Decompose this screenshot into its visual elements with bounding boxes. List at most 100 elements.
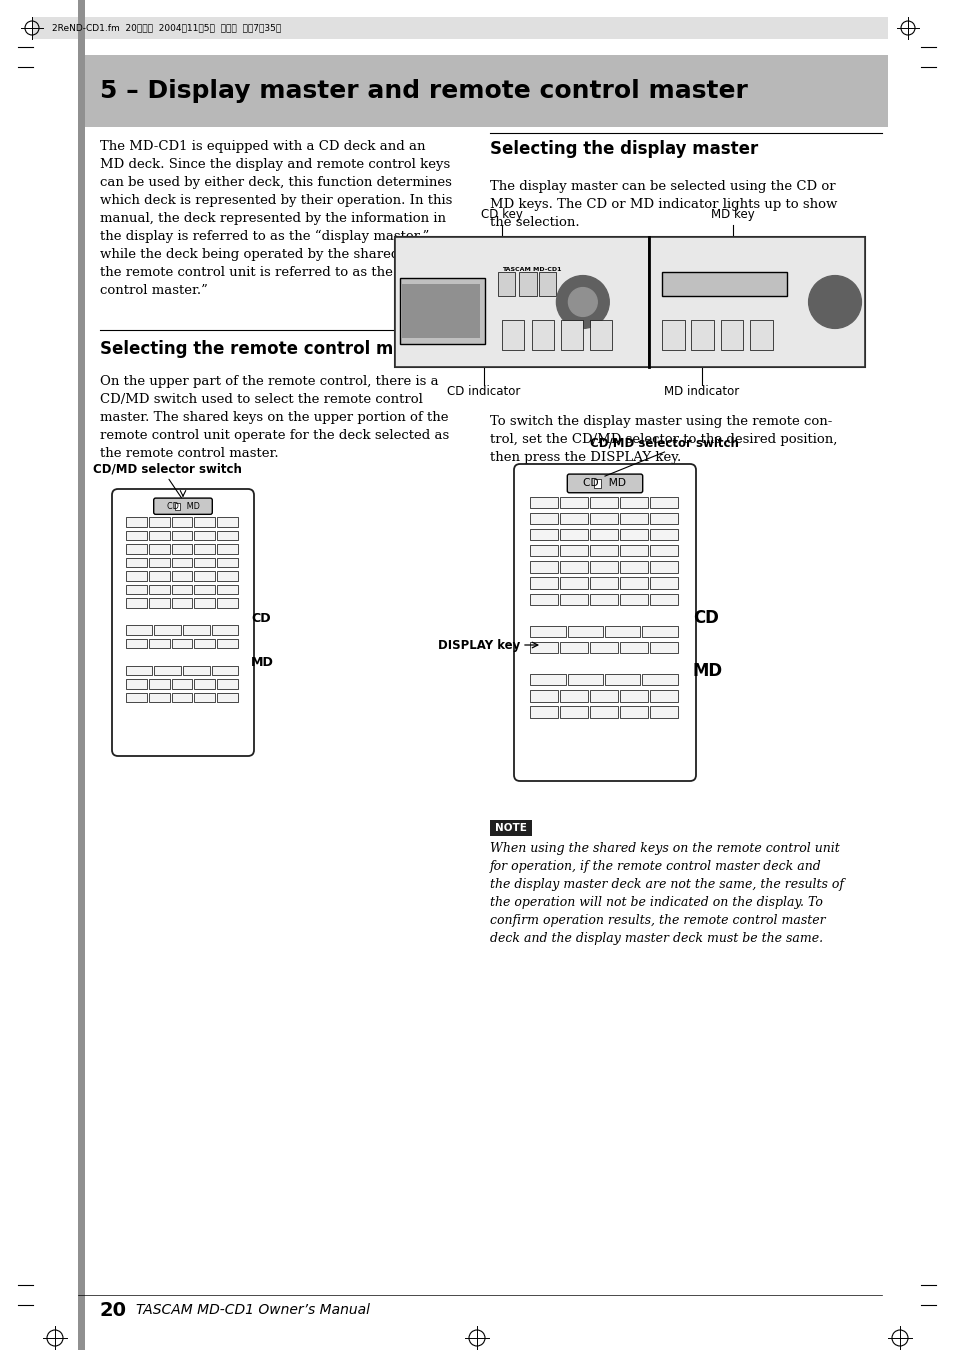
Bar [217,544,238,554]
Bar [589,529,618,540]
Bar [149,571,170,580]
Bar [538,271,556,296]
Bar [519,271,536,296]
Bar [559,497,587,508]
Bar [530,706,558,718]
Text: CD/MD selector switch: CD/MD selector switch [590,437,739,450]
Bar [604,674,639,686]
Bar [194,585,215,594]
Bar [401,284,479,338]
Text: NOTE: NOTE [495,824,526,833]
Bar [530,578,558,589]
Bar [194,639,215,648]
Text: Selecting the display master: Selecting the display master [490,140,758,158]
Text: CD   MD: CD MD [583,478,626,489]
Text: CD indicator: CD indicator [447,385,520,398]
Text: CD key: CD key [480,208,522,221]
Bar [567,674,602,686]
Text: Selecting the remote control master: Selecting the remote control master [100,340,441,358]
Text: MD indicator: MD indicator [663,385,739,398]
Bar [126,558,147,567]
Bar [594,479,600,487]
Bar [194,679,215,688]
Bar [589,706,618,718]
Bar [78,0,85,1350]
Text: TASCAM MD-CD1 Owner’s Manual: TASCAM MD-CD1 Owner’s Manual [136,1303,370,1318]
Bar [619,690,647,702]
Bar [154,666,181,675]
Bar [559,513,587,524]
Bar [530,690,558,702]
Bar [172,517,193,526]
Bar [149,693,170,702]
Bar [661,271,786,296]
Bar [649,578,677,589]
Bar [149,598,170,608]
Bar [217,531,238,540]
Bar [530,594,558,605]
Bar [559,562,587,572]
Text: MD: MD [692,662,722,680]
Bar [174,502,180,510]
Text: 5 – Display master and remote control master: 5 – Display master and remote control ma… [100,80,747,103]
Text: TASCAM MD-CD1: TASCAM MD-CD1 [502,267,561,271]
Bar [590,320,612,350]
Bar [126,666,152,675]
Bar [619,706,647,718]
Bar [126,598,147,608]
Bar [212,625,238,634]
Bar [559,641,587,653]
Bar [126,517,147,526]
Circle shape [568,288,597,316]
Bar [212,666,238,675]
Bar [649,706,677,718]
Bar [589,690,618,702]
Bar [126,531,147,540]
Bar [619,641,647,653]
Bar [648,238,864,367]
Bar [641,674,677,686]
Bar [126,625,152,634]
Bar [126,679,147,688]
Bar [619,594,647,605]
Bar [691,320,714,350]
Bar [78,55,887,127]
Bar [217,693,238,702]
Bar [619,497,647,508]
Bar [399,278,485,344]
Bar [149,558,170,567]
Bar [194,693,215,702]
FancyBboxPatch shape [112,489,253,756]
Bar [217,517,238,526]
Bar [172,639,193,648]
Bar [126,585,147,594]
Bar [530,545,558,556]
Bar [649,529,677,540]
Text: MD: MD [251,656,274,670]
Text: CD/MD selector switch: CD/MD selector switch [92,462,241,475]
Bar [559,578,587,589]
Bar [149,585,170,594]
Bar [641,626,677,637]
Text: MD key: MD key [710,208,754,221]
Bar [531,320,553,350]
Bar [560,320,582,350]
Bar [559,529,587,540]
Bar [194,571,215,580]
Bar [497,271,514,296]
Bar [217,639,238,648]
Bar [589,497,618,508]
Bar [149,531,170,540]
Bar [589,562,618,572]
Bar [154,625,181,634]
Bar [530,641,558,653]
FancyBboxPatch shape [153,498,213,514]
Bar [172,531,193,540]
Bar [490,819,532,836]
Bar [589,513,618,524]
Text: When using the shared keys on the remote control unit
for operation, if the remo: When using the shared keys on the remote… [490,842,843,945]
Bar [217,571,238,580]
Bar [126,693,147,702]
Bar [530,529,558,540]
Bar [649,562,677,572]
